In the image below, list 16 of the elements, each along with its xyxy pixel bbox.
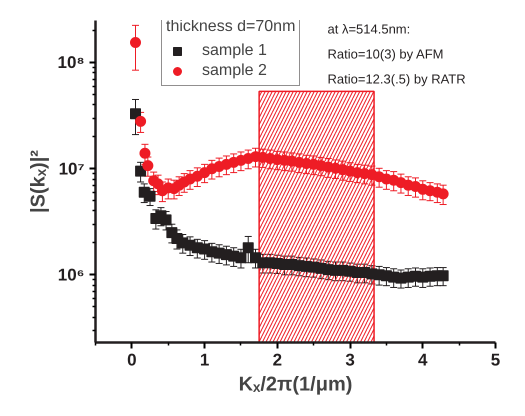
x-axis-title: Kₓ/2π(1/μm) [238,374,352,396]
x-tick-label: 4 [418,350,428,370]
x-tick-label: 5 [490,350,500,370]
x-tick-label: 0 [127,350,137,370]
y-tick-label: 10⁶ [58,265,85,284]
x-tick-label: 3 [345,350,355,370]
x-tick-label: 1 [200,350,210,370]
y-axis-title: |S(kₓ)|² [28,150,50,213]
annotation: Ratio=12.3(.5) by RATR [328,72,466,86]
annotation: Ratio=10(3) by AFM [328,46,444,62]
annotation: at λ=514.5nm: [328,22,410,36]
legend-label: sample 2 [202,62,267,80]
x-tick-label: 2 [272,350,282,370]
y-tick-label: 10⁸ [58,53,85,72]
y-tick-label: 10⁷ [58,159,85,178]
legend-label: sample 1 [202,42,267,60]
